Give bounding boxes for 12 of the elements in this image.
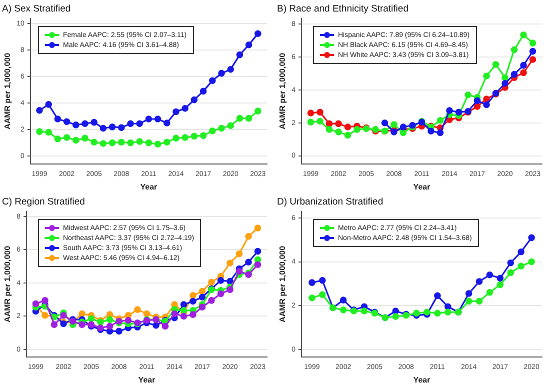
x-axis-title: Year	[138, 375, 156, 384]
chart-title: A) Sex Stratified	[2, 3, 71, 14]
x-axis-title: Year	[413, 375, 430, 384]
y-axis-title: AAMR per 1,000,000	[3, 245, 12, 322]
chart-title: D) Urbanization Stratified	[277, 196, 384, 208]
y-axis-title: AAMR per 1,000,000	[278, 52, 288, 130]
chart-title: B) Race and Ethnicity Stratified	[277, 3, 408, 14]
y-axis-title: AAMR per 1,000,000	[3, 52, 12, 130]
y-axis-title: AAMR per 1,000,000	[278, 245, 288, 322]
chart-title: C) Region Stratified	[2, 196, 85, 208]
x-axis-title: Year	[140, 182, 158, 192]
x-axis-title: Year	[413, 182, 430, 192]
